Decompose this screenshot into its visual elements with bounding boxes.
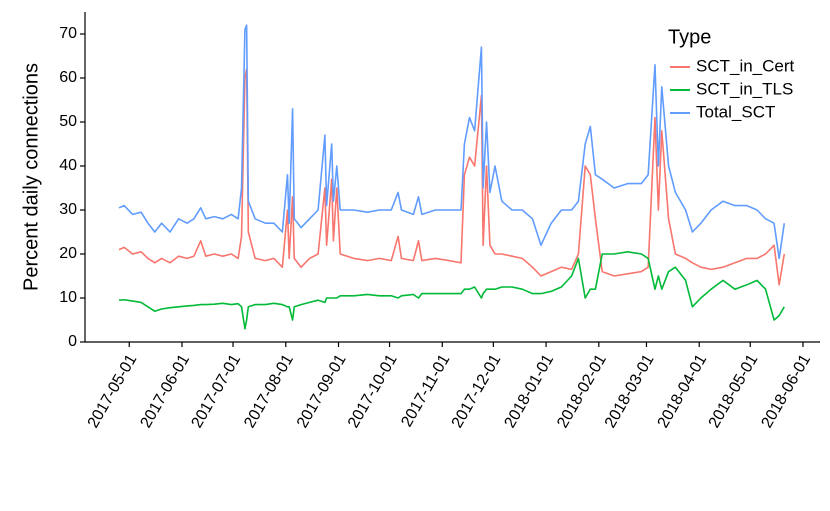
series-line bbox=[118, 68, 786, 286]
x-tick-label: 2018-02-01 bbox=[554, 352, 610, 431]
y-axis-label: Percent daily connections bbox=[20, 63, 42, 291]
x-tick-label: 2017-06-01 bbox=[137, 352, 193, 431]
y-tick-label: 60 bbox=[59, 69, 77, 86]
x-tick-label: 2017-05-01 bbox=[85, 352, 141, 431]
x-tick-label: 2017-10-01 bbox=[345, 352, 401, 431]
x-tick-label: 2018-01-01 bbox=[502, 352, 558, 431]
y-tick-label: 70 bbox=[59, 25, 77, 42]
legend-label: SCT_in_TLS bbox=[696, 79, 793, 98]
x-tick-label: 2017-09-01 bbox=[294, 352, 350, 431]
legend-title: Type bbox=[668, 26, 711, 48]
y-tick-label: 0 bbox=[68, 333, 77, 350]
series-line bbox=[118, 251, 785, 330]
x-tick-label: 2018-03-01 bbox=[602, 352, 658, 431]
y-tick-label: 50 bbox=[59, 113, 77, 130]
x-tick-label: 2017-08-01 bbox=[241, 352, 297, 431]
y-tick-label: 10 bbox=[59, 289, 77, 306]
x-tick-label: 2017-12-01 bbox=[449, 352, 505, 431]
x-tick-label: 2017-11-01 bbox=[398, 352, 453, 430]
y-tick-label: 40 bbox=[59, 157, 77, 174]
series-line bbox=[118, 24, 786, 260]
x-tick-label: 2018-06-01 bbox=[758, 352, 814, 431]
y-tick-label: 20 bbox=[59, 245, 77, 262]
x-tick-label: 2018-05-01 bbox=[706, 352, 762, 431]
x-tick-label: 2017-07-01 bbox=[188, 352, 244, 431]
legend-label: SCT_in_Cert bbox=[696, 56, 795, 75]
y-tick-label: 30 bbox=[59, 201, 77, 218]
legend-label: Total_SCT bbox=[696, 102, 775, 121]
x-tick-label: 2018-04-01 bbox=[655, 352, 711, 431]
